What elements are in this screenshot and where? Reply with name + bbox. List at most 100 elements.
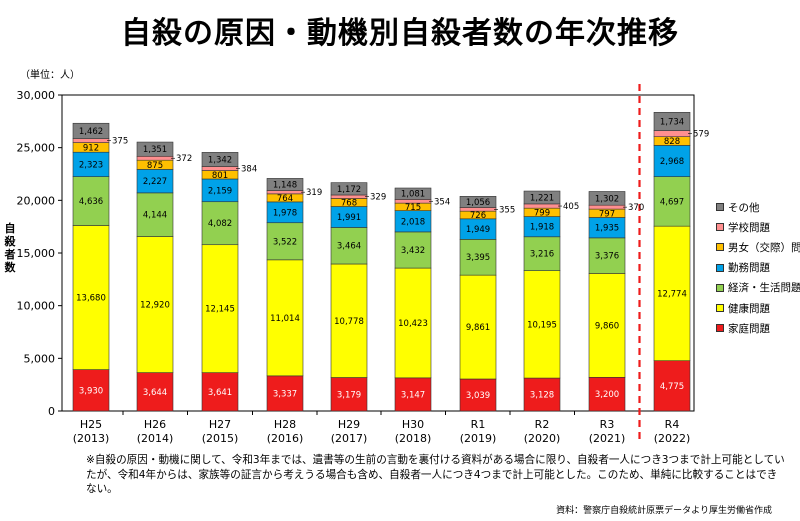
data-label: 355 [499, 205, 515, 215]
legend-item: その他 [716, 197, 800, 217]
data-label: 3,376 [595, 252, 619, 262]
bar-segment [394, 199, 432, 204]
bar-segment [72, 369, 110, 412]
bar-segment [330, 194, 368, 199]
legend-label: 家庭問題 [728, 322, 770, 335]
data-label: 405 [563, 202, 579, 212]
legend-label: 健康問題 [728, 302, 770, 315]
bar-segment [588, 237, 626, 274]
data-label: 13,680 [76, 294, 106, 304]
data-label: 12,774 [657, 289, 687, 299]
data-label: 384 [241, 165, 257, 175]
bar-segment [266, 178, 304, 191]
y-tick-label: 0 [48, 405, 55, 418]
bar-segment [394, 231, 432, 269]
y-tick-label: 15,000 [17, 247, 56, 260]
data-label: 912 [83, 143, 99, 153]
legend-label: 経済・生活問題 [728, 282, 800, 295]
data-label: 1,148 [273, 180, 297, 190]
bar-segment [459, 207, 497, 212]
data-label: 797 [599, 209, 615, 219]
data-label: 715 [405, 203, 421, 213]
data-label: 2,227 [143, 177, 167, 187]
y-tick-label: 20,000 [17, 194, 56, 207]
bar-segment [266, 375, 304, 412]
bar-segment [266, 190, 304, 195]
data-label: 1,462 [79, 127, 103, 137]
data-label: 11,014 [270, 314, 300, 324]
legend-item: 健康問題 [716, 298, 800, 318]
data-label: 579 [693, 130, 709, 140]
bar-segment [266, 222, 304, 261]
data-label: 1,221 [530, 193, 554, 203]
bar-segment [459, 274, 497, 380]
bar-segment [394, 267, 432, 379]
data-label: 1,056 [466, 198, 490, 208]
data-label: 12,145 [205, 305, 235, 315]
data-label: 2,159 [208, 186, 232, 196]
bar-segment [394, 187, 432, 200]
bar-segment [588, 191, 626, 206]
data-label: 10,423 [398, 319, 428, 329]
data-label: 329 [370, 193, 386, 203]
data-label: 3,522 [273, 237, 297, 247]
y-tick-label: 10,000 [17, 300, 56, 313]
data-label: 1,991 [337, 213, 361, 223]
bar-segment [523, 377, 561, 412]
x-tick-label: R2 [535, 418, 550, 431]
x-tick-label-year: (2015) [202, 432, 239, 445]
x-tick-label: H26 [144, 418, 166, 431]
bar-segment [72, 138, 110, 143]
bar-segment [588, 273, 626, 378]
y-axis-label: 自殺者数 [4, 222, 16, 274]
legend-swatch [716, 203, 724, 212]
data-label: 3,432 [401, 246, 425, 256]
bar-segment [588, 204, 626, 210]
data-label: 10,778 [334, 317, 364, 327]
data-label: 3,930 [79, 386, 103, 396]
legend-swatch [716, 243, 724, 252]
bar-segment [653, 360, 691, 412]
bar-segment [201, 166, 239, 171]
x-tick-label-year: (2013) [73, 432, 110, 445]
bar-segment [459, 378, 497, 412]
bar-segment [523, 270, 561, 379]
data-label: 3,464 [337, 242, 361, 252]
bar-segment [266, 259, 304, 377]
data-label: 3,200 [595, 390, 619, 400]
data-label: 10,195 [527, 320, 557, 330]
data-label: 3,216 [530, 250, 554, 260]
data-label: 1,949 [466, 225, 490, 235]
bar-segment [523, 203, 561, 209]
legend-item: 家庭問題 [716, 318, 800, 338]
bar-segment [201, 152, 239, 167]
data-label: 1,918 [530, 223, 554, 233]
data-label: 370 [628, 203, 644, 213]
legend-swatch [716, 324, 724, 333]
data-label: 9,861 [466, 323, 490, 333]
legend-item: 男女（交際）問題 [716, 237, 800, 257]
data-label: 4,144 [143, 211, 167, 221]
x-tick-label: R1 [471, 418, 486, 431]
data-label: 2,323 [79, 160, 103, 170]
data-label: 375 [112, 137, 128, 147]
legend-item: 勤務問題 [716, 258, 800, 278]
legend-label: 男女（交際）問題 [728, 241, 800, 254]
data-label: 801 [212, 171, 228, 181]
data-label: 1,351 [143, 145, 167, 155]
bar-segment [72, 176, 110, 226]
unit-label: （単位：人） [20, 70, 80, 81]
data-label: 4,082 [208, 219, 232, 229]
x-tick-label: H25 [80, 418, 102, 431]
bar-segment [201, 372, 239, 412]
data-label: 12,920 [140, 301, 170, 311]
bar-segment [72, 225, 110, 370]
data-label: 3,128 [530, 391, 554, 401]
data-label: 3,337 [273, 389, 297, 399]
x-tick-label: R4 [665, 418, 680, 431]
chart-note: ※自殺の原因・動機に関して、令和3年までは、遺書等の生前の言動を裏付ける資料があ… [86, 454, 785, 495]
data-label: 1,734 [660, 117, 684, 127]
data-label: 1,302 [595, 194, 619, 204]
x-tick-label-year: (2021) [589, 432, 626, 445]
